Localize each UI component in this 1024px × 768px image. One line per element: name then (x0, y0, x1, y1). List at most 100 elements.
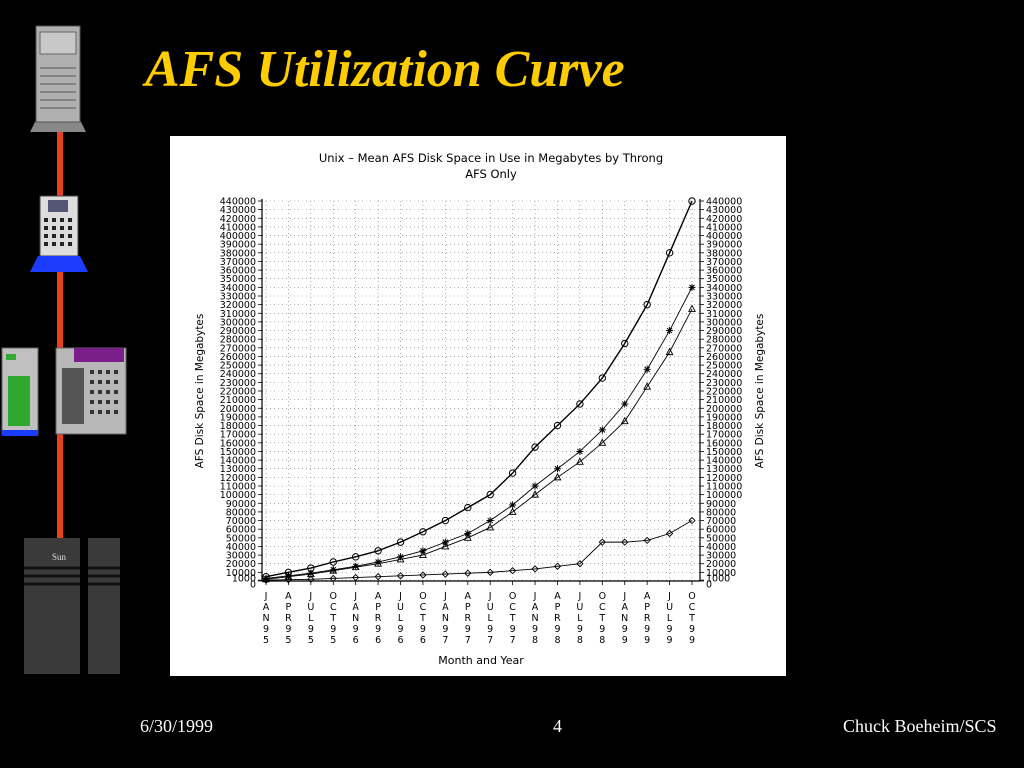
series-2-point (418, 550, 427, 559)
y-tick-label-right: 50000 (706, 533, 736, 544)
series-3-point (508, 566, 517, 575)
y-tick-label-right: 160000 (706, 438, 742, 449)
y-tick-label-left: 90000 (226, 499, 256, 510)
series-3-point (665, 529, 674, 538)
y-tick-label-right: 400000 (706, 231, 742, 242)
chart-canvas: Unix – Mean AFS Disk Space in Use in Meg… (194, 151, 766, 667)
y-tick-label-right: 430000 (706, 205, 742, 216)
series-3-point (352, 573, 360, 582)
series-3-point (621, 538, 629, 546)
y-tick-label-right: 200000 (706, 404, 742, 415)
y-tick-label-right: 70000 (706, 516, 736, 527)
y-tick-label-right: 170000 (706, 430, 742, 441)
series-0-point (396, 538, 405, 546)
series-3-point (307, 575, 315, 583)
y-tick-label-right: 30000 (706, 551, 736, 562)
y-tick-label-left: 240000 (220, 369, 256, 380)
series-3-point (688, 516, 696, 525)
series-3-point (576, 560, 584, 568)
y-tick-label-right: 360000 (706, 266, 742, 277)
y-tick-label-right: 220000 (706, 387, 742, 398)
y-tick-label-left: 170000 (220, 430, 256, 441)
series-2-point (396, 554, 405, 563)
y-tick-label-left: 50000 (226, 533, 256, 544)
series-2-point (553, 472, 562, 481)
y-tick-label-left: 200000 (220, 404, 256, 415)
y-tick-label-left: 330000 (220, 292, 256, 303)
y-tick-label-right: 190000 (706, 412, 742, 423)
series-3-point (374, 573, 382, 581)
y-tick-label-right: 270000 (706, 343, 742, 354)
series-1-line (265, 287, 693, 579)
y-tick-label-left: 190000 (220, 412, 256, 423)
series-1-point (666, 327, 674, 335)
series-2-point (463, 533, 472, 541)
network-cable (57, 130, 63, 550)
series-0-point (508, 469, 517, 477)
y-tick-label-right: 120000 (706, 473, 742, 484)
y-tick-label-right: 10000 (706, 568, 736, 579)
y-tick-label-right: 210000 (706, 395, 742, 406)
series-0-point (419, 528, 427, 536)
chart-title: Unix – Mean AFS Disk Space in Use in Meg… (319, 151, 663, 165)
y-tick-label-left: 130000 (220, 464, 256, 475)
x-axis-title: Month and Year (438, 654, 524, 667)
y-tick-label-left: 60000 (226, 525, 256, 536)
storage-rack-icon (1, 347, 127, 436)
y-tick-label-right: 140000 (706, 456, 742, 467)
series-1-point (531, 482, 539, 490)
y-tick-label-right: 280000 (706, 335, 742, 346)
series-3-point (531, 565, 539, 573)
y-tick-label-left: 220000 (220, 387, 256, 398)
y-tick-label-left: 420000 (220, 214, 256, 225)
series-2-point (643, 382, 652, 390)
y-tick-label-left: 230000 (220, 378, 256, 389)
sun-logo-label: Sun (52, 552, 67, 562)
y-tick-label-left: 430000 (220, 205, 256, 216)
y-tick-label-left: 40000 (226, 542, 256, 553)
series-1-point (643, 365, 651, 373)
series-3-point (643, 536, 651, 545)
y-tick-label-left: 340000 (220, 283, 256, 294)
y-tick-label-right: 110000 (706, 482, 742, 493)
y-tick-label-left: 110000 (220, 482, 256, 493)
series-3-point (486, 568, 494, 577)
y-tick-label-left: 260000 (220, 352, 256, 363)
series-1-point (262, 574, 270, 582)
series-3-point (329, 574, 337, 583)
y-tick-label-right: 20000 (706, 559, 736, 570)
y-tick-label-right: 330000 (706, 292, 742, 303)
series-0-point (329, 558, 337, 566)
series-0-point (576, 400, 584, 408)
series-0-point (486, 490, 494, 499)
y-tick-label-left: 290000 (220, 326, 256, 337)
series-2-point (329, 566, 338, 574)
series-1-point (509, 501, 517, 509)
series-0-point (621, 339, 629, 348)
series-2-point (688, 304, 696, 312)
y-tick-label-right: 290000 (706, 326, 742, 337)
y-tick-label-left: 380000 (220, 248, 256, 259)
y-tick-label-right: 320000 (706, 300, 742, 311)
series-1-point (598, 426, 606, 434)
series-2-point (620, 416, 629, 425)
series-3-point (598, 538, 606, 546)
y-tick-label-right: 40000 (706, 542, 736, 553)
y-tick-label-right: 180000 (706, 421, 742, 432)
series-1-point (621, 400, 629, 408)
y-tick-label-right: 1000 (706, 574, 730, 585)
y-tick-label-right: 420000 (706, 214, 742, 225)
y-tick-label-left: 390000 (220, 240, 256, 251)
series-2-point (441, 541, 450, 550)
series-1-point (688, 283, 696, 291)
series-0-point (598, 374, 607, 382)
series-2-point (531, 490, 540, 498)
